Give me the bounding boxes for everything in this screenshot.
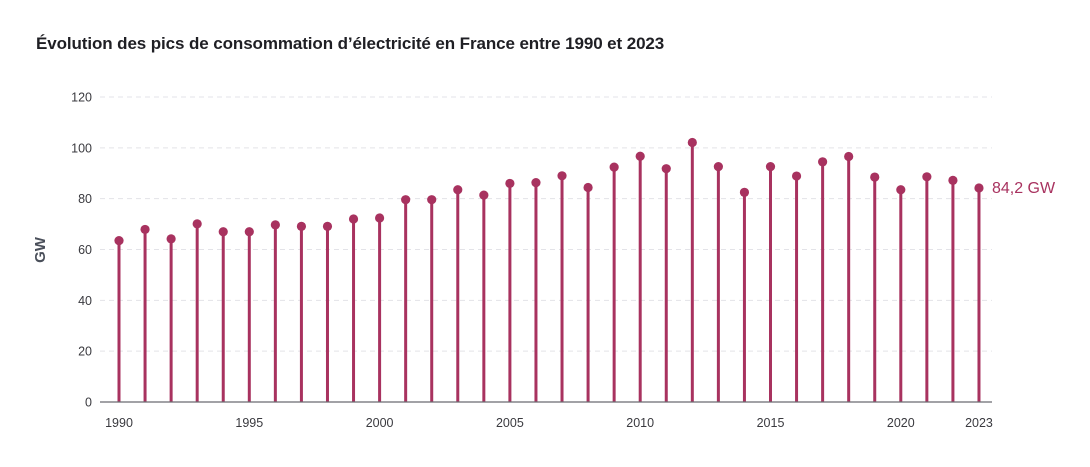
y-axis-label: GW	[32, 236, 49, 263]
point-2000	[375, 213, 385, 223]
x-tick-label-2005: 2005	[496, 416, 524, 430]
point-2022	[948, 175, 958, 185]
point-2006	[531, 178, 541, 188]
point-1996	[270, 220, 280, 230]
end-value-label: 84,2 GW	[992, 180, 1056, 197]
x-tick-label-2010: 2010	[626, 416, 654, 430]
point-1995	[244, 227, 254, 237]
x-tick-label-2020: 2020	[887, 416, 915, 430]
point-2017	[818, 157, 828, 167]
point-1997	[296, 221, 307, 231]
point-2009	[609, 162, 619, 172]
y-tick-label-0: 0	[85, 396, 92, 410]
point-1999	[348, 214, 359, 224]
point-2019	[870, 172, 880, 182]
x-tick-label-2000: 2000	[366, 416, 394, 430]
grid-lines	[100, 96, 992, 352]
x-tick-label-1995: 1995	[235, 416, 263, 430]
point-1990	[114, 236, 124, 246]
y-tick-label-80: 80	[78, 192, 92, 206]
point-2002	[427, 195, 437, 205]
point-2007	[557, 171, 567, 181]
point-2014	[739, 187, 750, 197]
point-1993	[192, 219, 202, 229]
y-tick-label-40: 40	[78, 294, 92, 308]
y-axis-ticks: 0 20 40 60 80 100 120	[71, 91, 92, 410]
point-2013	[713, 162, 723, 172]
point-2005	[505, 178, 515, 189]
point-2011	[661, 164, 671, 174]
point-1992	[166, 234, 176, 244]
point-2010	[635, 151, 645, 161]
y-tick-label-100: 100	[71, 141, 92, 155]
y-tick-label-120: 120	[71, 91, 92, 105]
y-tick-label-20: 20	[78, 345, 92, 359]
point-2023	[974, 183, 984, 193]
point-1994	[218, 227, 228, 237]
point-2008	[583, 182, 593, 193]
x-tick-label-1990: 1990	[105, 416, 133, 430]
x-axis-ticks: 1990 1995 2000 2005 2010 2015 2020 2023	[105, 416, 993, 430]
x-tick-label-2015: 2015	[757, 416, 785, 430]
point-2001	[401, 195, 411, 205]
point-2016	[791, 171, 802, 181]
point-2015	[765, 162, 776, 172]
point-2020	[896, 185, 906, 195]
x-tick-label-2023: 2023	[965, 416, 993, 430]
point-1991	[140, 224, 150, 235]
point-2018	[844, 151, 854, 162]
chart-title: Évolution des pics de consommation d’éle…	[36, 34, 665, 53]
point-2021	[922, 172, 932, 182]
point-2004	[479, 190, 489, 200]
point-1998	[322, 221, 333, 231]
y-tick-label-60: 60	[78, 243, 92, 257]
point-2012	[687, 137, 697, 148]
data-stems	[114, 137, 984, 402]
point-2003	[453, 185, 463, 195]
